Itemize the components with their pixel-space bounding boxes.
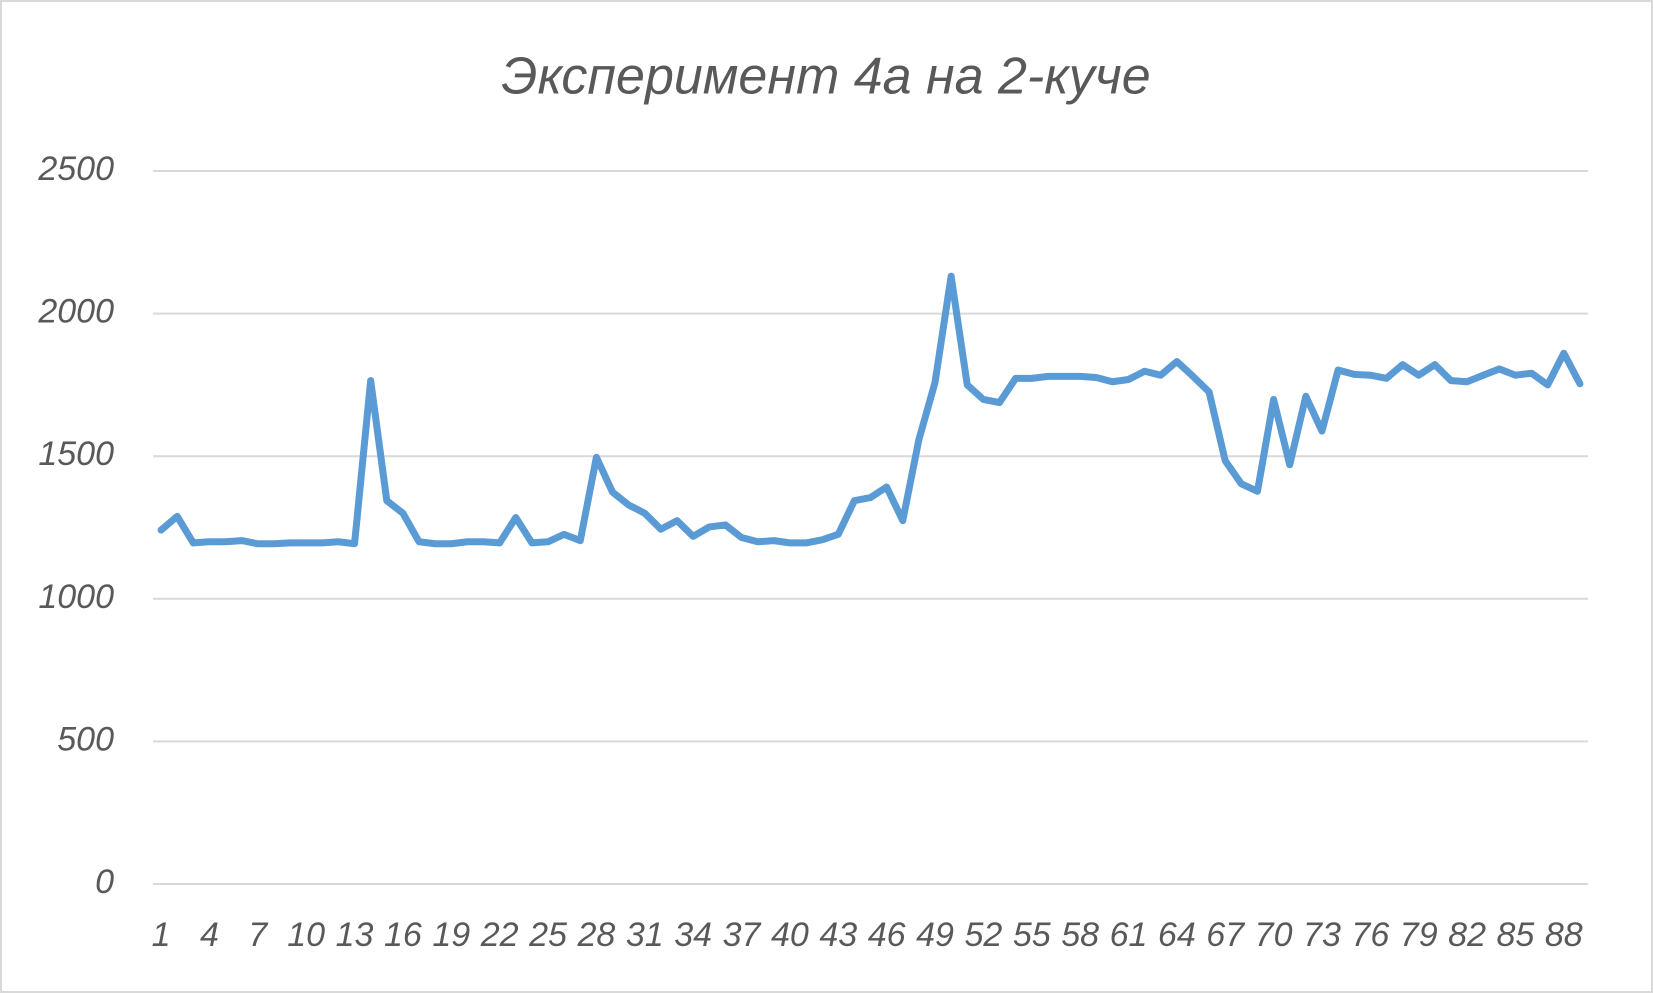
x-tick-label: 7 [248,916,268,954]
series-line [157,272,1584,548]
x-tick-label: 70 [1255,916,1293,954]
x-tick-label: 37 [723,916,762,954]
x-tick-label: 34 [674,916,712,954]
x-tick-label: 67 [1206,916,1245,954]
x-tick-label: 22 [480,916,519,954]
x-tick-label: 16 [384,916,422,954]
x-tick-label: 1 [152,916,171,954]
x-tick-label: 58 [1061,916,1099,954]
x-tick-label: 79 [1400,916,1438,954]
x-tick-label: 46 [868,916,906,954]
y-tick-label: 1000 [38,578,114,616]
x-tick-label: 55 [1013,916,1051,954]
y-tick-label: 2500 [37,150,114,188]
y-tick-label: 0 [95,863,114,901]
x-tick-label: 64 [1158,916,1196,954]
x-tick-label: 52 [964,916,1002,954]
y-tick-label: 2000 [37,293,114,331]
x-tick-label: 61 [1110,916,1148,954]
x-tick-label: 43 [819,916,857,954]
x-tick-label: 25 [528,916,567,954]
x-tick-label: 10 [287,916,325,954]
x-tick-label: 49 [916,916,954,954]
chart-title: Эксперимент 4а на 2-куче [501,48,1150,106]
y-tick-label: 500 [57,720,114,758]
x-tick-label: 28 [576,916,615,954]
x-tick-label: 82 [1448,916,1486,954]
x-tick-label: 19 [432,916,470,954]
x-tick-label: 40 [771,916,809,954]
x-tick-label: 4 [200,916,219,954]
x-tick-label: 85 [1497,916,1535,954]
x-tick-label: 76 [1351,916,1389,954]
y-tick-label: 1500 [38,435,114,473]
x-tick-label: 31 [626,916,664,954]
x-tick-label: 73 [1303,916,1341,954]
x-tick-label: 88 [1545,916,1583,954]
x-tick-label: 13 [336,916,374,954]
